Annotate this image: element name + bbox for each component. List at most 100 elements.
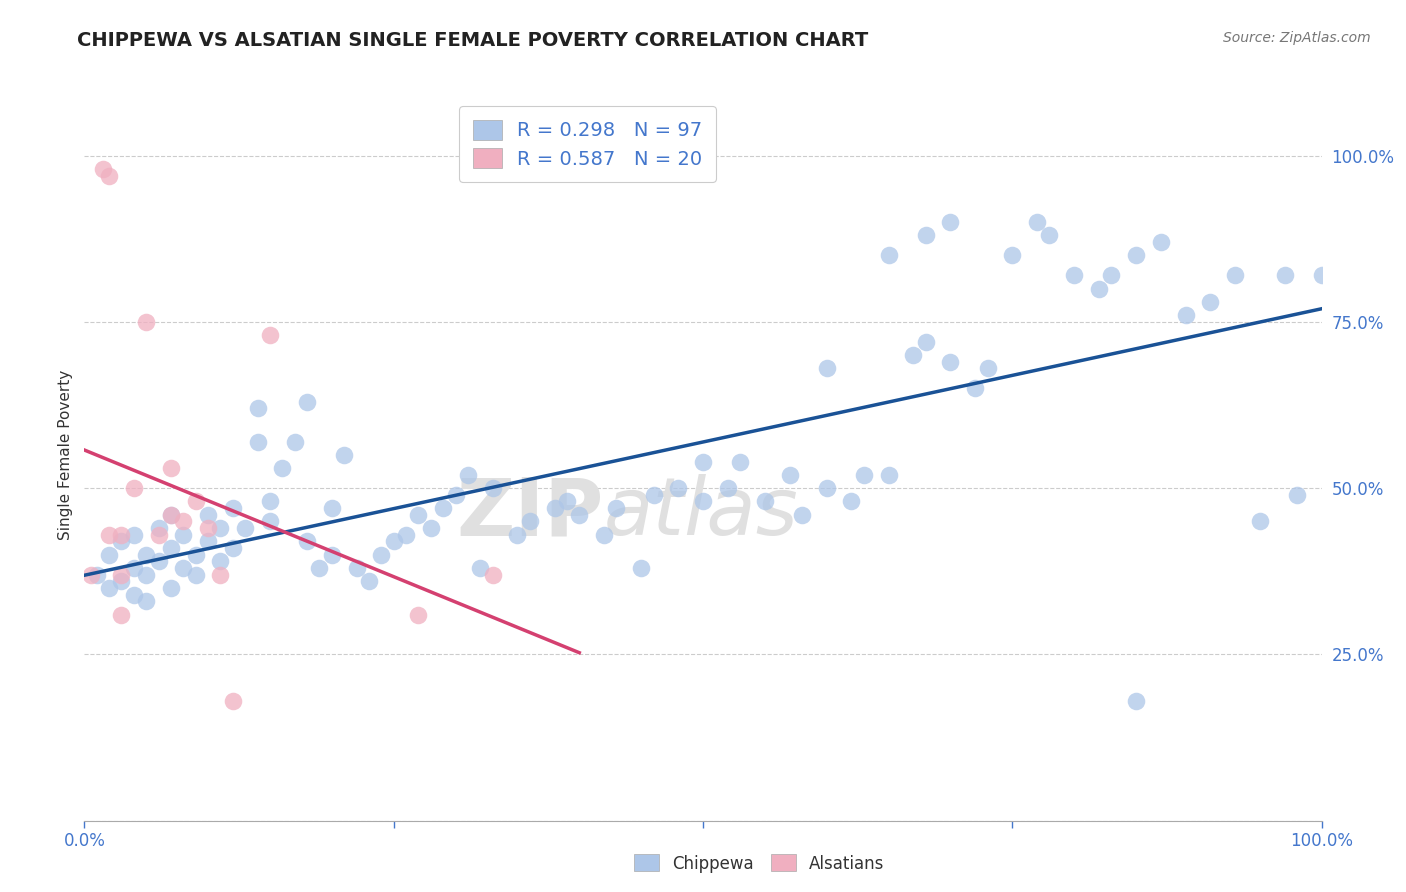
Point [91, 161, 114, 176]
Point [122, 561, 145, 575]
Point [333, 448, 356, 462]
Point [939, 355, 962, 369]
Point [666, 481, 689, 495]
Point [976, 361, 998, 376]
Point [1174, 308, 1197, 322]
Legend: R = 0.298   N = 97, R = 0.587   N = 20: R = 0.298 N = 97, R = 0.587 N = 20 [460, 106, 716, 182]
Point [160, 461, 183, 475]
Point [222, 541, 245, 555]
Point [172, 515, 194, 529]
Point [321, 501, 343, 516]
Point [135, 315, 157, 329]
Point [481, 567, 503, 582]
Point [184, 494, 207, 508]
Point [184, 548, 207, 562]
Point [122, 588, 145, 602]
Point [295, 394, 318, 409]
Point [110, 527, 132, 541]
Point [815, 361, 838, 376]
Point [1150, 235, 1173, 249]
Point [98, 527, 121, 541]
Point [432, 501, 454, 516]
Point [1310, 268, 1333, 283]
Point [160, 541, 183, 555]
Point [259, 494, 281, 508]
Point [284, 434, 307, 449]
Point [519, 515, 541, 529]
Point [246, 401, 269, 416]
Point [1088, 282, 1111, 296]
Point [717, 481, 740, 495]
Point [543, 501, 565, 516]
Point [110, 534, 132, 549]
Point [135, 548, 157, 562]
Text: Source: ZipAtlas.com: Source: ZipAtlas.com [1223, 31, 1371, 45]
Point [246, 434, 269, 449]
Point [1274, 268, 1296, 283]
Point [779, 467, 801, 482]
Point [419, 521, 441, 535]
Point [160, 581, 183, 595]
Point [370, 548, 392, 562]
Point [903, 348, 925, 362]
Point [222, 501, 245, 516]
Point [1199, 295, 1222, 310]
Point [357, 574, 380, 589]
Point [457, 467, 479, 482]
Point [98, 169, 121, 183]
Point [271, 461, 294, 475]
Point [692, 454, 714, 468]
Point [1001, 248, 1024, 262]
Point [172, 561, 194, 575]
Point [841, 494, 863, 508]
Point [408, 607, 430, 622]
Point [1223, 268, 1246, 283]
Point [605, 501, 627, 516]
Point [1038, 228, 1060, 243]
Point [877, 467, 900, 482]
Point [148, 521, 170, 535]
Point [1125, 248, 1147, 262]
Point [1285, 488, 1308, 502]
Point [643, 488, 665, 502]
Point [148, 527, 170, 541]
Point [295, 534, 318, 549]
Point [110, 574, 132, 589]
Point [184, 567, 207, 582]
Point [481, 481, 503, 495]
Point [877, 248, 900, 262]
Point [568, 508, 591, 522]
Point [86, 567, 108, 582]
Point [914, 228, 936, 243]
Point [321, 548, 343, 562]
Point [506, 527, 529, 541]
Point [408, 508, 430, 522]
Point [382, 534, 405, 549]
Point [135, 594, 157, 608]
Point [630, 561, 652, 575]
Point [790, 508, 813, 522]
Point [692, 494, 714, 508]
Point [110, 567, 132, 582]
Text: CHIPPEWA VS ALSATIAN SINGLE FEMALE POVERTY CORRELATION CHART: CHIPPEWA VS ALSATIAN SINGLE FEMALE POVER… [77, 31, 869, 50]
Point [222, 694, 245, 708]
Point [79, 567, 101, 582]
Point [815, 481, 838, 495]
Point [1249, 515, 1271, 529]
Point [98, 581, 121, 595]
Point [233, 521, 256, 535]
Point [135, 567, 157, 582]
Point [728, 454, 751, 468]
Point [444, 488, 467, 502]
Point [1063, 268, 1085, 283]
Point [754, 494, 776, 508]
Point [122, 527, 145, 541]
Point [197, 508, 219, 522]
Point [172, 527, 194, 541]
Point [160, 508, 183, 522]
Point [122, 481, 145, 495]
Point [593, 527, 616, 541]
Point [259, 328, 281, 343]
Point [914, 334, 936, 349]
Point [148, 554, 170, 568]
